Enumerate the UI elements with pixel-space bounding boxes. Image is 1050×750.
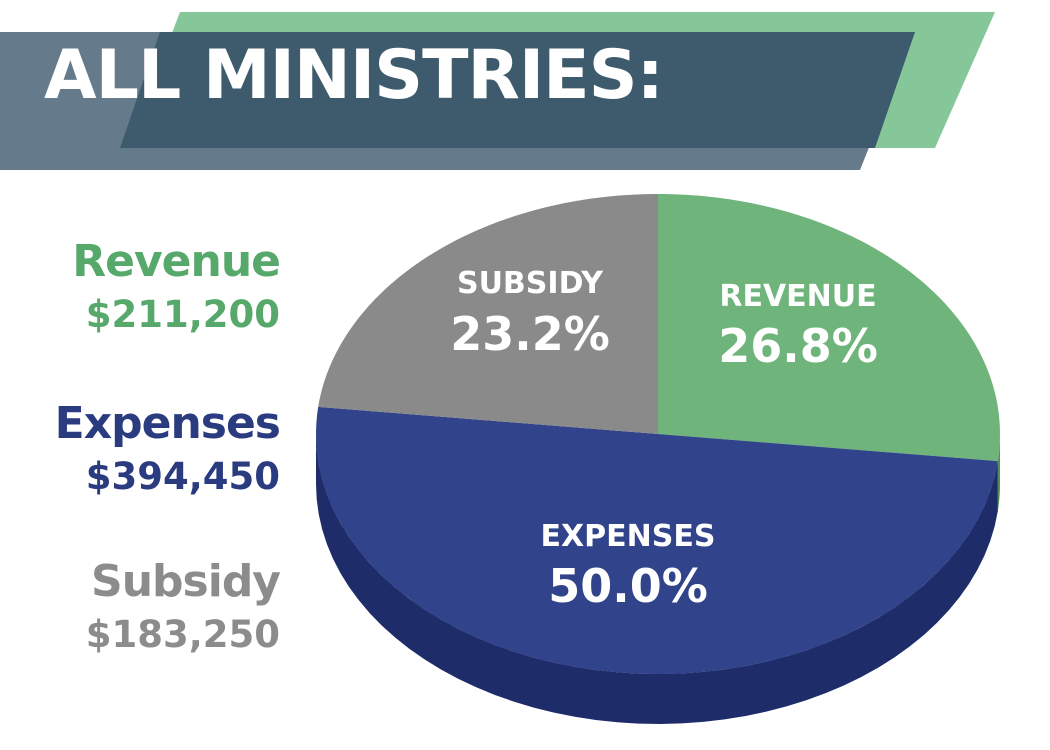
legend-item-revenue: Revenue $211,200 xyxy=(0,236,281,336)
page-title: ALL MINISTRIES: xyxy=(44,36,664,115)
legend-subsidy-label: Subsidy xyxy=(91,556,281,607)
legend-item-subsidy: Subsidy $183,250 xyxy=(0,556,281,656)
legend-expenses-value: $394,450 xyxy=(85,455,280,498)
pie-slice-revenue xyxy=(658,194,1000,462)
legend-revenue-label: Revenue xyxy=(72,236,281,287)
slice-percent-revenue: 26.8% xyxy=(718,319,878,373)
slice-label-expenses: EXPENSES xyxy=(541,519,716,554)
slice-percent-expenses: 50.0% xyxy=(548,559,708,613)
pie-slice-subsidy xyxy=(318,194,658,434)
legend-expenses-label: Expenses xyxy=(54,398,281,449)
legend-subsidy-value: $183,250 xyxy=(85,613,280,656)
legend-item-expenses: Expenses $394,450 xyxy=(0,398,281,498)
slice-label-subsidy: SUBSIDY xyxy=(457,266,604,301)
slice-side-revenue xyxy=(997,434,1000,512)
legend-revenue-value: $211,200 xyxy=(85,293,280,336)
slice-label-revenue: REVENUE xyxy=(719,279,876,314)
slice-side-expenses xyxy=(316,434,998,724)
header-banner xyxy=(0,12,995,170)
pie-slice-expenses xyxy=(316,406,998,674)
banner-dark-band xyxy=(120,32,915,148)
slice-percent-subsidy: 23.2% xyxy=(450,307,610,361)
